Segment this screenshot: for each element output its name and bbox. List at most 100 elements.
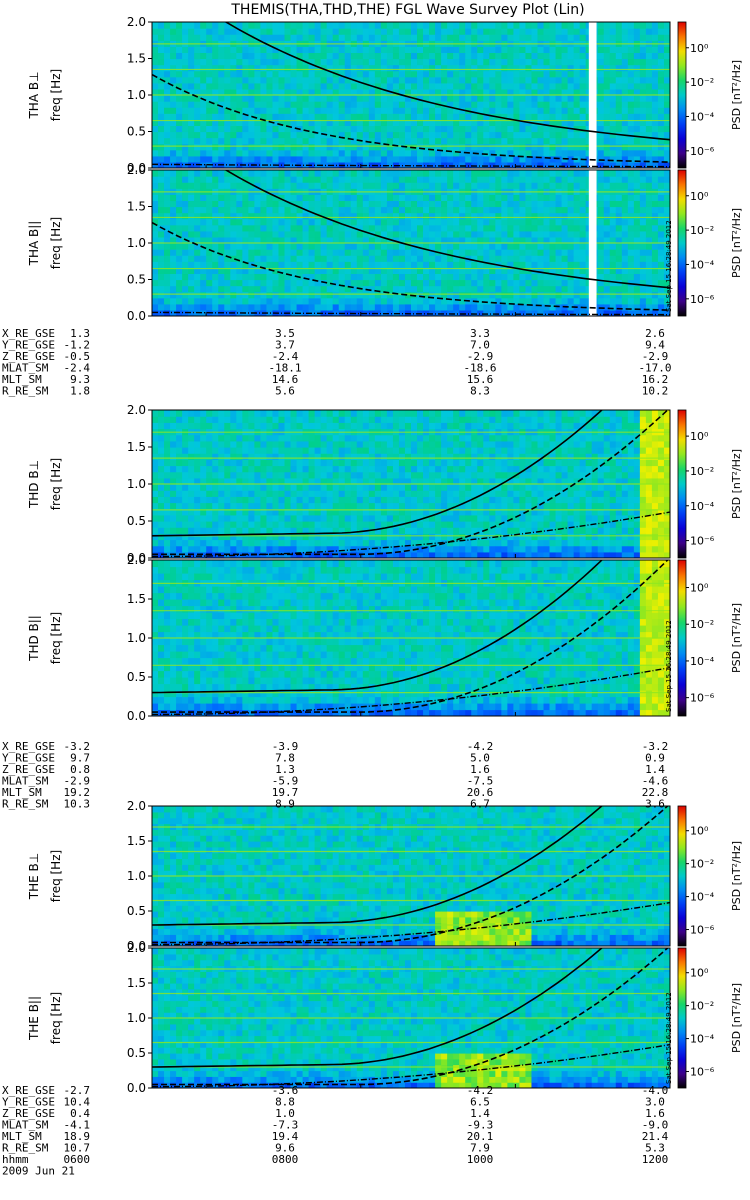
- colorbar-tick-label: 10⁻⁴: [690, 655, 715, 668]
- ephemeris-value: -0.5: [64, 350, 91, 363]
- colorbar-tick-label: 10⁻⁶: [690, 1066, 715, 1079]
- colorbar-tick-label: 10⁻⁶: [690, 145, 715, 158]
- spectrogram-image: [152, 948, 670, 1088]
- ephemeris-value: 20.6: [467, 786, 494, 799]
- ephemeris-row-label: MLAT_SM: [2, 775, 49, 788]
- panel-label: THE B||: [27, 996, 41, 1041]
- y-tick-label: 0.0: [127, 551, 146, 565]
- ephemeris-row-label: X_RE_GSE: [2, 1084, 55, 1097]
- ephemeris-row-label: Y_RE_GSE: [2, 752, 55, 765]
- ephemeris-value: -2.4: [272, 350, 299, 363]
- half-gyrofrequency-curve: [152, 806, 669, 944]
- colorbar: [677, 559, 687, 717]
- y-tick-label: 0.5: [127, 1046, 146, 1060]
- ephemeris-value: 9.3: [70, 373, 90, 386]
- y-tick-label: 0.5: [127, 904, 146, 918]
- ephemeris-value: -3.9: [272, 740, 299, 753]
- ephemeris-value: 9.4: [645, 339, 665, 352]
- panel-label: THA B||: [27, 221, 41, 267]
- ephemeris-value: 6.7: [470, 798, 490, 811]
- spectrogram-image: [152, 410, 670, 558]
- ephemeris-value: 18.9: [64, 1130, 91, 1143]
- ephemeris-value: 5.6: [275, 385, 295, 398]
- ephemeris-value: 19.4: [272, 1130, 299, 1143]
- ephemeris-row-label: X_RE_GSE: [2, 327, 55, 340]
- ephemeris-value: -2.4: [64, 362, 91, 375]
- spectrogram-image: [152, 170, 670, 316]
- colorbar-tick-label: 10⁰: [690, 430, 709, 443]
- colorbar-tick-label: 10⁰: [690, 582, 709, 595]
- ephemeris-value: 1.0: [275, 1107, 295, 1120]
- ephemeris-row-label: R_RE_SM: [2, 385, 49, 398]
- y-tick-label: 1.0: [127, 869, 146, 883]
- ephemeris-value: -7.3: [272, 1119, 299, 1132]
- y-tick-label: 1.0: [127, 477, 146, 491]
- ephemeris-value: 22.8: [642, 786, 669, 799]
- colorbar: [677, 169, 687, 317]
- ephemeris-row-label: R_RE_SM: [2, 1142, 49, 1155]
- colorbar-tick-label: 10⁻²: [690, 76, 714, 89]
- ephemeris-value: 19.7: [272, 786, 299, 799]
- ephemeris-row-label: Z_RE_GSE: [2, 763, 55, 776]
- ephemeris-value: -3.6: [272, 1084, 299, 1097]
- half-gyrofrequency-curve: [152, 560, 669, 713]
- ephemeris-value: 10.7: [64, 1142, 91, 1155]
- panel-label: THD B⊥: [27, 460, 41, 509]
- y-tick-label: 0.5: [127, 273, 146, 287]
- plot-timestamp: Sat Sep 15 16:28:49 2012: [665, 992, 673, 1084]
- ephemeris-value: 3.6: [645, 798, 665, 811]
- spectrogram-panel: 0.0 0.5 1.0 1.5 2.0 THA B⊥ freq [Hz] 10⁰ 10⁻² 10⁻…: [27, 15, 743, 175]
- y-axis-label: freq [Hz]: [49, 612, 63, 664]
- colorbar-tick-label: 10⁻²: [690, 465, 714, 478]
- y-tick-label: 0.0: [127, 1081, 146, 1095]
- colorbar-tick-label: 10⁻²: [690, 618, 714, 631]
- ephemeris-value: 21.4: [642, 1130, 669, 1143]
- colorbar-tick-label: 10⁻⁶: [690, 924, 715, 937]
- y-tick-label: 1.0: [127, 631, 146, 645]
- ephemeris-value: 9.7: [70, 752, 90, 765]
- ephemeris-value: -4.0: [642, 1084, 669, 1097]
- spectrogram-panel: 0.0 0.5 1.0 1.5 2.0 THD B|| freq [Hz] 10⁰ 10⁻² 10…: [27, 553, 743, 723]
- ephemeris-value: 3.3: [470, 327, 490, 340]
- y-tick-label: 1.5: [127, 592, 146, 606]
- gyrofrequency-curve: [224, 22, 670, 141]
- ephemeris-value: -17.0: [638, 362, 671, 375]
- ephemeris-value: 9.6: [275, 1142, 295, 1155]
- ephemeris-value: 1.3: [70, 327, 90, 340]
- colorbar-tick-label: 10⁰: [690, 967, 709, 980]
- colorbar-tick-label: 10⁻²: [690, 224, 714, 237]
- quarter-gyrofrequency-curve: [152, 666, 670, 716]
- spectrogram-panel: 0.0 0.5 1.0 1.5 2.0 THE B|| freq [Hz] 10⁰ 10⁻² 10…: [27, 941, 743, 1095]
- plot-timestamp: Sat Sep 15 16:28:49 2012: [665, 620, 673, 712]
- ephemeris-value: 2.6: [645, 327, 665, 340]
- ephemeris-value: 8.9: [275, 798, 295, 811]
- y-tick-label: 0.5: [127, 514, 146, 528]
- ephemeris-value: -4.2: [467, 1084, 494, 1097]
- figure-title: THEMIS(THA,THD,THE) FGL Wave Survey Plot…: [230, 2, 584, 18]
- ephemeris-table: X_RE_GSE -3.2 -3.9 -4.2 -3.2 Y_RE_GSE 9.7 7.8 5.…: [2, 740, 668, 811]
- y-tick-label: 0.0: [127, 939, 146, 953]
- spectrogram-image: [152, 560, 670, 716]
- ephemeris-value: -1.2: [64, 339, 91, 352]
- colorbar-tick-label: 10⁻⁶: [690, 692, 715, 705]
- ephemeris-value: 1.6: [645, 1107, 665, 1120]
- plot-timestamp: Sat Sep 15 16:28:49 2012: [665, 220, 673, 312]
- ephemeris-value: -9.0: [642, 1119, 669, 1132]
- colorbar-tick-label: 10⁰: [690, 42, 709, 55]
- ephemeris-value: 19.2: [64, 786, 91, 799]
- ephemeris-value: 16.2: [642, 373, 669, 386]
- ephemeris-value: -2.9: [467, 350, 494, 363]
- colorbar-label: PSD [nT²/Hz]: [730, 208, 743, 278]
- quarter-gyrofrequency-curve: [152, 311, 670, 316]
- ephemeris-row-label: MLAT_SM: [2, 362, 49, 375]
- colorbar-tick-label: 10⁻²: [690, 1000, 714, 1013]
- gyrofrequency-curve: [152, 410, 604, 537]
- ephemeris-row-label: Z_RE_GSE: [2, 350, 55, 363]
- y-axis-label: freq [Hz]: [49, 217, 63, 269]
- ephemeris-value: -3.2: [64, 740, 91, 753]
- colorbar-label: PSD [nT²/Hz]: [730, 449, 743, 519]
- y-tick-label: 1.0: [127, 88, 146, 102]
- half-gyrofrequency-curve: [152, 948, 669, 1086]
- ephemeris-value: 0.9: [645, 752, 665, 765]
